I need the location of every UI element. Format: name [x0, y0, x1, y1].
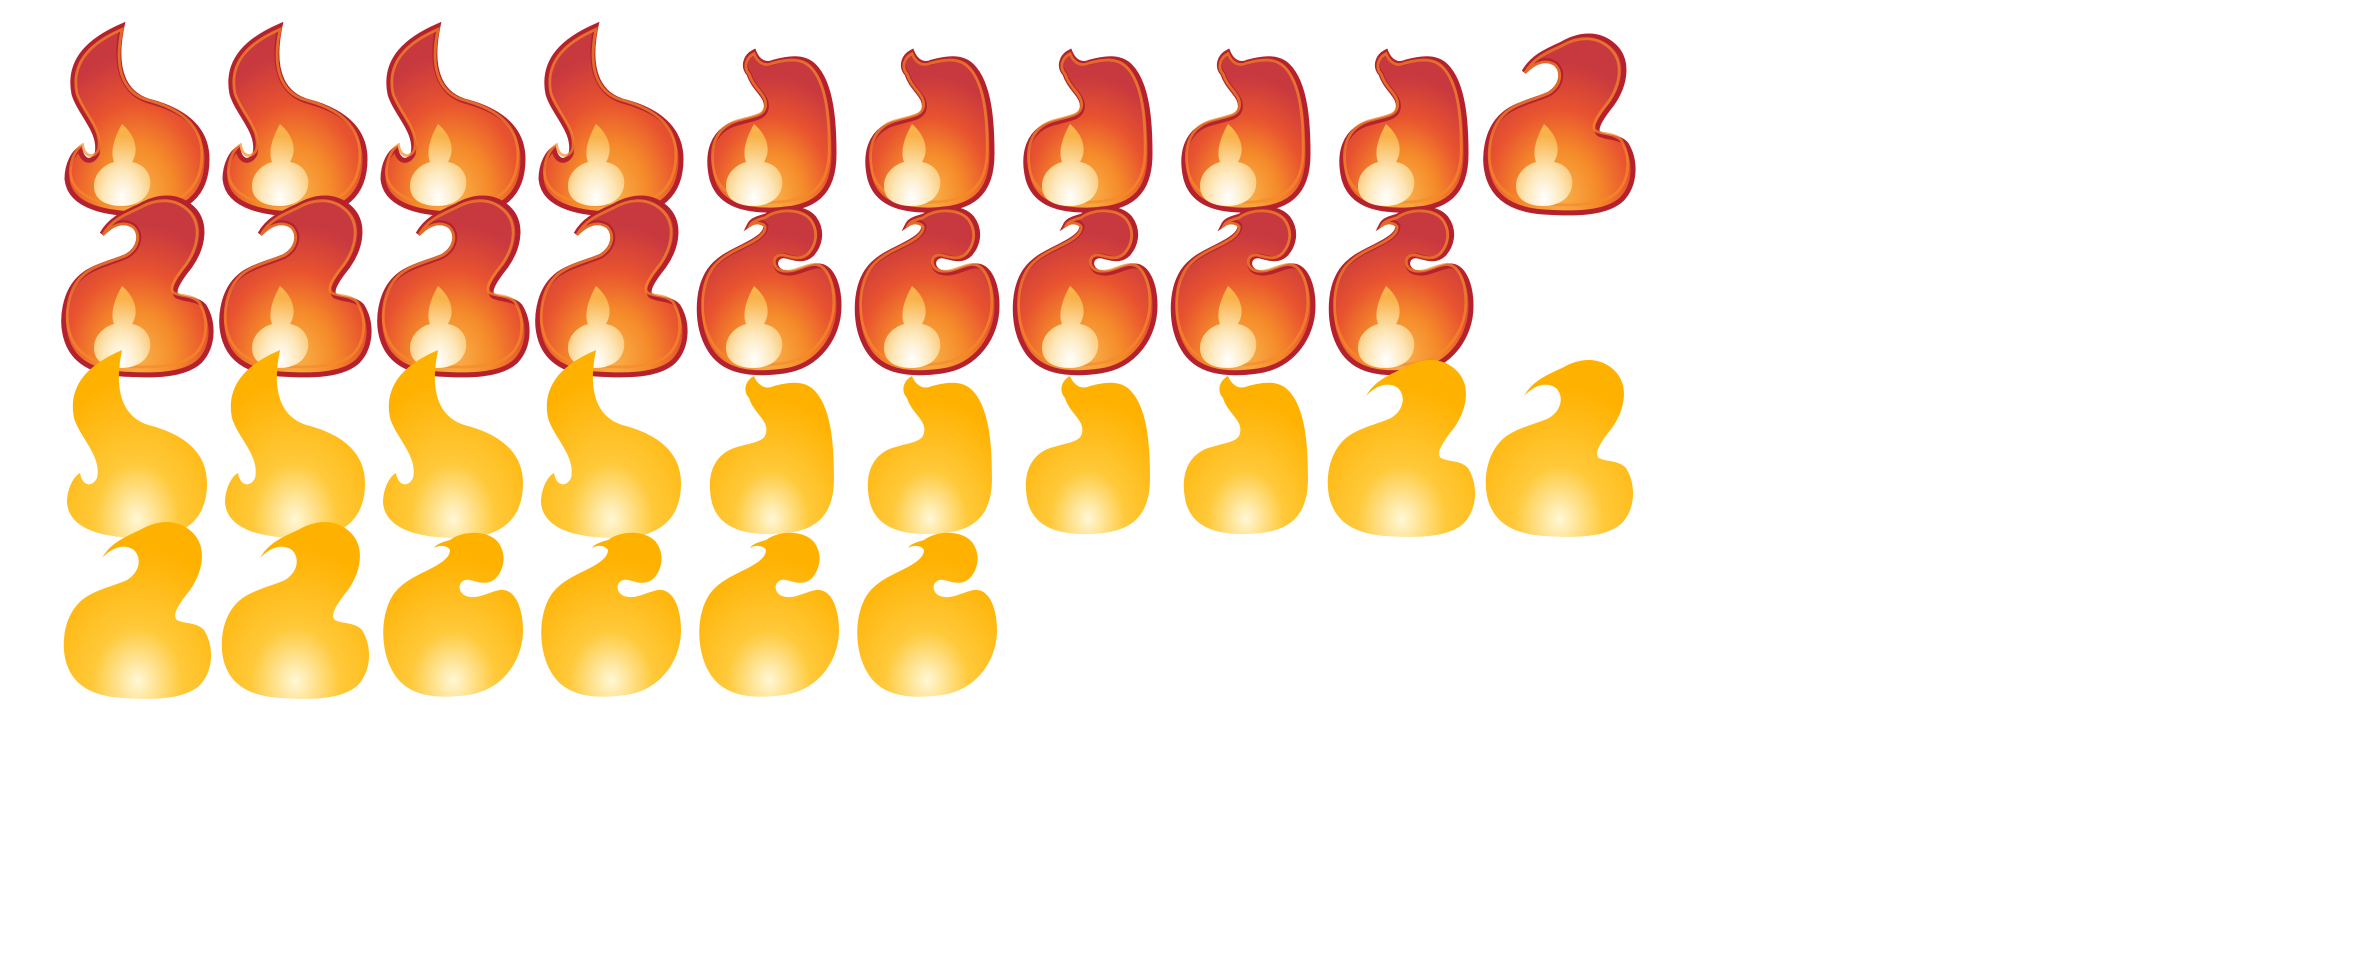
flame-body	[1486, 360, 1633, 537]
flame-frame	[812, 500, 1012, 700]
flame-body	[857, 533, 997, 697]
flame-frame	[1444, 338, 1644, 538]
flame-icon	[1444, 338, 1644, 538]
flame-icon	[812, 500, 1012, 700]
